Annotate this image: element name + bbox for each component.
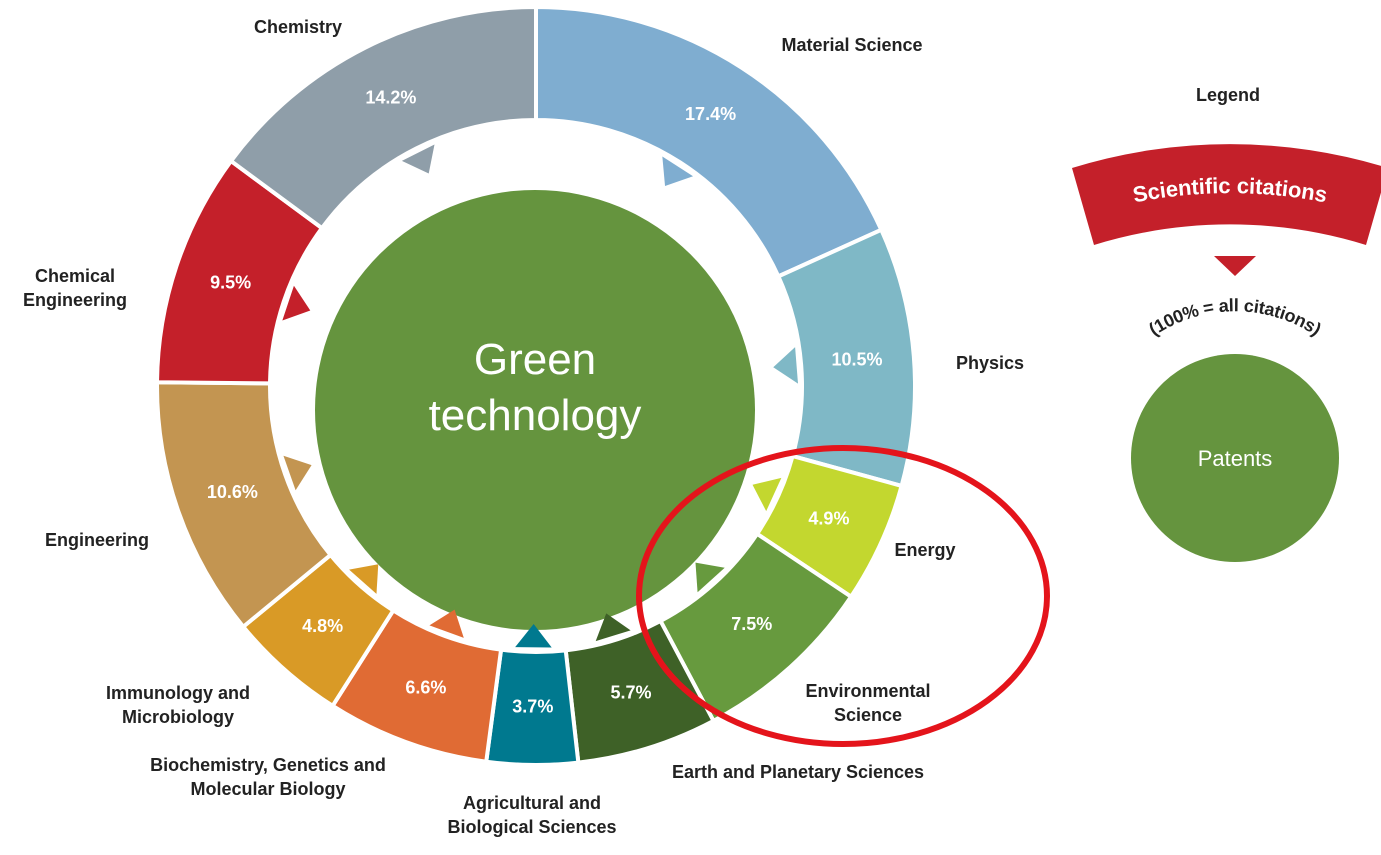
center-circle	[315, 190, 755, 630]
value-label: 9.5%	[210, 273, 251, 293]
value-label: 4.9%	[808, 508, 849, 528]
category-label: Energy	[894, 540, 956, 560]
value-label: 5.7%	[611, 682, 652, 702]
segment-arrow	[401, 144, 435, 174]
legend-note: (100% = all citations)	[1145, 295, 1325, 339]
value-label: 14.2%	[365, 87, 416, 107]
center-label: Green technology	[428, 335, 642, 440]
highlight-ellipse	[636, 445, 1050, 747]
segment-arrow	[752, 477, 782, 512]
segment-arrow	[349, 564, 379, 594]
legend-arrow	[1214, 256, 1256, 276]
value-label: 4.8%	[302, 616, 343, 636]
value-label: 10.5%	[831, 349, 882, 369]
legend-title: Legend	[1196, 85, 1260, 105]
category-label: Engineering	[44, 530, 149, 550]
value-label: 6.6%	[405, 677, 446, 697]
category-label: Biochemistry, Genetics and Molecular Bio…	[150, 755, 386, 799]
value-label: 3.7%	[512, 697, 553, 717]
value-label: 7.5%	[731, 614, 772, 634]
category-label: Earth and Planetary Sciences	[671, 762, 925, 782]
value-label: 17.4%	[685, 104, 736, 124]
value-label: 10.6%	[207, 482, 258, 502]
category-label: Chemistry	[253, 17, 343, 37]
segment-arrow	[429, 609, 464, 638]
ring: 17.4% 10.5% 4.9% 7.5% 5.7% 3.7% 6.6% 4.8% 10.6% 9…	[154, 4, 917, 767]
segment	[228, 4, 538, 231]
category-label: Agricultural and Biological Sciences	[447, 793, 617, 837]
category-label: Physics	[955, 353, 1025, 373]
legend-center-label: Patents	[1198, 446, 1273, 471]
segment-arrow	[595, 613, 631, 642]
segment-arrow	[773, 347, 798, 384]
category-label: Environmental Science	[805, 681, 931, 725]
segment-arrow	[515, 623, 552, 648]
category-label: Chemical Engineering	[22, 266, 127, 310]
segment-arrow	[662, 156, 694, 187]
segment-arrow	[282, 285, 311, 321]
category-label: Immunology and Microbiology	[106, 683, 250, 727]
legend-note-text: (100% = all citations)	[1145, 295, 1325, 339]
legend-circle	[1131, 354, 1339, 562]
segment-arrow	[283, 455, 312, 491]
segment-arrow	[695, 562, 725, 593]
legend-ring	[1072, 144, 1381, 245]
category-label: Material Science	[781, 35, 923, 55]
